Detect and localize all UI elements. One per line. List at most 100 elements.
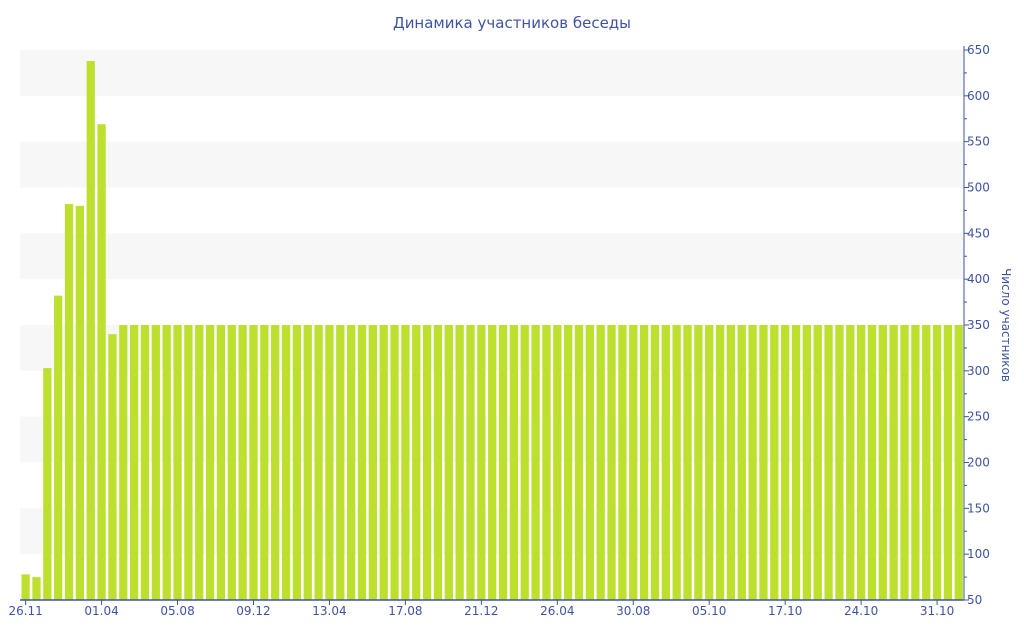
bar: [130, 325, 139, 600]
y-tick-label: 400: [967, 272, 990, 286]
x-tick-label: 09.12: [236, 604, 270, 618]
bar: [889, 325, 898, 600]
bar: [553, 325, 562, 600]
bar: [650, 325, 660, 600]
axes: 50 100 150 200 250 300 350 400 450 500 550 600 650 26…: [8, 43, 989, 618]
grid-band: [20, 233, 964, 280]
y-tick-label: 150: [967, 501, 990, 515]
y-tick-label: 650: [967, 43, 990, 57]
bar: [151, 325, 160, 600]
bar: [520, 325, 529, 600]
x-tick-label: 17.10: [768, 604, 802, 618]
bar: [867, 325, 877, 600]
bar: [314, 325, 323, 600]
bar: [205, 325, 215, 600]
bar: [770, 325, 779, 600]
x-tick-label: 01.04: [84, 604, 118, 618]
bar: [21, 574, 30, 600]
bar: [195, 325, 204, 600]
bar: [347, 325, 356, 600]
bar: [737, 325, 746, 600]
bar: [455, 325, 464, 600]
y-axis-label: Число участников: [999, 268, 1013, 382]
y-tick-label: 350: [967, 318, 990, 332]
grid-band: [20, 141, 964, 188]
bar: [911, 325, 920, 600]
bar: [390, 325, 399, 600]
y-tick-label: 200: [967, 456, 990, 470]
bar: [216, 325, 226, 600]
bar: [726, 325, 736, 600]
bar: [271, 325, 280, 600]
bar: [813, 325, 822, 600]
bar: [184, 325, 193, 600]
bar: [596, 325, 605, 600]
bar: [748, 325, 757, 600]
y-tick-label: 500: [967, 181, 990, 195]
x-tick-label: 05.10: [692, 604, 726, 618]
bar: [564, 325, 573, 600]
bar: [108, 334, 117, 600]
grid-band: [20, 50, 964, 96]
bar: [618, 325, 627, 600]
x-tick-label: 26.11: [8, 604, 42, 618]
bar: [922, 325, 931, 600]
bar: [162, 325, 171, 600]
bar: [249, 325, 258, 600]
y-tick-label: 600: [967, 89, 990, 103]
bar: [488, 325, 497, 600]
bar: [954, 325, 963, 600]
bar: [140, 325, 150, 600]
bar: [759, 325, 768, 600]
bar: [281, 325, 291, 600]
bar: [802, 325, 811, 600]
bar: [433, 325, 443, 600]
bar: [509, 325, 519, 600]
bar: [943, 325, 953, 600]
y-tick-label: 550: [967, 135, 990, 149]
bar: [705, 325, 714, 600]
bar: [932, 325, 942, 600]
bar: [412, 325, 421, 600]
y-tick-label: 100: [967, 547, 990, 561]
bar: [336, 325, 345, 600]
bar: [639, 325, 649, 600]
bar: [466, 325, 475, 600]
x-tick-label: 31.10: [920, 604, 954, 618]
bar: [607, 325, 616, 600]
bar: [715, 325, 725, 600]
bar: [227, 325, 236, 600]
bar: [835, 325, 844, 600]
bar: [75, 205, 85, 601]
bar: [54, 295, 63, 600]
bar: [368, 325, 377, 600]
x-tick-label: 24.10: [844, 604, 878, 618]
bar: [683, 325, 692, 600]
bar: [303, 325, 312, 600]
bar: [531, 325, 540, 600]
chart-title: Динамика участников беседы: [393, 14, 631, 32]
x-tick-label: 17.08: [388, 604, 422, 618]
bar: [878, 325, 887, 600]
bar: [238, 325, 247, 600]
bar: [292, 325, 302, 600]
bar: [64, 204, 74, 600]
bar: [585, 325, 594, 600]
bar: [694, 325, 703, 600]
y-tick-label: 300: [967, 364, 990, 378]
bar: [661, 325, 670, 600]
bar: [444, 325, 453, 600]
bar: [629, 325, 638, 600]
x-tick-label: 21.12: [464, 604, 498, 618]
bar: [97, 124, 106, 600]
bar: [422, 325, 432, 600]
bar: [542, 325, 551, 600]
bar: [900, 325, 909, 600]
bar: [781, 325, 790, 600]
bar: [173, 325, 182, 600]
bar: [498, 325, 508, 600]
bar: [86, 61, 95, 600]
x-tick-label: 26.04: [540, 604, 574, 618]
bar: [824, 325, 833, 600]
